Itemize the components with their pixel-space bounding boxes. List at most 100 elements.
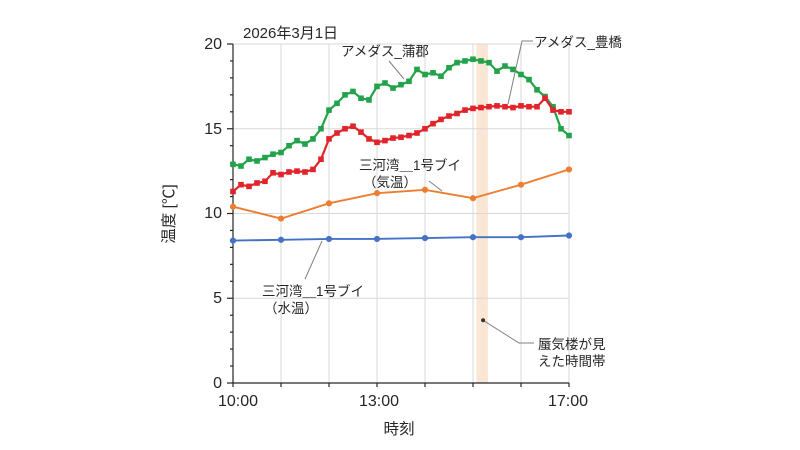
amedas-gamagori-marker [278,149,284,156]
amedas-gamagori-marker [302,141,308,147]
amedas-toyohashi-marker [454,110,460,117]
buoy1-air-temp-line [232,168,570,220]
amedas-gamagori-marker [382,80,388,86]
mirage-label-line2: えた時間帯 [538,354,606,369]
buoy1-water-temp-marker [469,234,477,241]
buoy1-air-temp-marker [517,181,525,188]
buoy1-air-temp-marker [565,166,573,173]
gridlines [233,43,570,383]
amedas-gamagori-marker [318,125,324,132]
amedas-gamagori-marker [406,78,412,85]
amedas-toyohashi-marker [478,104,484,111]
y-tick-0: 0 [213,375,222,392]
buoy1-water-temp-marker [373,235,381,243]
y-tick-10: 10 [204,205,222,222]
mirage-band-label: 蜃気楼が見 えた時間帯 [538,337,606,369]
amedas-gamagori-marker [494,68,500,74]
amedas-gamagori-marker [438,73,444,80]
amedas-toyohashi-marker [430,120,436,127]
buoy1-air-temp-marker [229,203,237,210]
amedas-gamagori-marker [390,85,396,91]
amedas-gamagori-marker [518,71,524,78]
buoy1-air-temp-marker [469,195,477,202]
amedas-gamagori-marker [430,70,436,76]
date-label: 2026年3月1日 [243,25,338,42]
amedas-toyohashi-marker [294,168,300,174]
amedas-toyohashi-marker [494,103,500,109]
amedas-toyohashi-marker [486,103,492,110]
buoy1-water-temp-marker [229,237,237,244]
buoy1-water-temp-marker [517,234,525,241]
x-tick-1300: 13:00 [359,393,399,410]
amedas-gamagori-marker [374,83,380,90]
amedas-gamagori-marker [294,137,300,144]
amedas-gamagori-marker [358,95,364,102]
amedas-toyohashi-marker [510,104,516,111]
amedas-toyohashi-marker [350,123,356,130]
leader-mirage [482,319,534,344]
mirage-label-line1: 蜃気楼が見 [538,337,606,352]
amedas-gamagori-marker [246,156,252,163]
series-label-buoy1-air-temp: 三河湾＿1号ブイ （気温） [359,157,461,190]
amedas-toyohashi-marker [518,103,524,109]
x-axis-tick-labels: 10:00 13:00 17:00 [218,393,588,410]
buoy1-water-label-line2: （水温） [264,301,318,316]
amedas-toyohashi-marker [374,139,380,146]
amedas-toyohashi-marker [254,180,260,186]
amedas-toyohashi-marker [230,188,236,195]
amedas-gamagori-marker [238,163,244,169]
amedas-toyohashi-marker [558,109,564,115]
amedas-gamagori-marker [414,66,420,73]
amedas-gamagori-marker [462,58,468,64]
amedas-toyohashi-marker [422,125,428,132]
amedas-toyohashi-marker [550,107,556,113]
buoy1-water-temp-line [232,234,570,242]
amedas-toyohashi-marker [358,129,364,135]
series-amedas-toyohashi [230,95,572,195]
amedas-toyohashi-marker [382,137,388,144]
series-buoy1-air-temp [229,166,573,222]
y-axis-tick-labels: 0 5 10 15 20 [204,36,222,392]
amedas-toyohashi-marker [302,169,308,175]
amedas-gamagori-marker [550,103,556,110]
leader-lines [304,40,534,344]
amedas-toyohashi-marker [326,136,332,142]
amedas-toyohashi-marker [342,125,348,132]
amedas-gamagori-marker [558,125,564,132]
amedas-toyohashi-marker [446,113,452,119]
amedas-gamagori-marker [230,161,236,168]
leader-toyohashi [507,40,533,105]
amedas-toyohashi-marker [462,107,468,113]
amedas-toyohashi-marker [238,181,244,188]
amedas-gamagori-marker [366,97,372,103]
amedas-toyohashi-marker [262,178,268,185]
amedas-toyohashi-marker [398,134,404,141]
amedas-gamagori-marker [270,151,276,157]
buoy1-air-label-line1: 三河湾＿1号ブイ [359,157,461,173]
amedas-gamagori-marker [526,76,532,83]
amedas-toyohashi-marker [310,166,316,173]
amedas-gamagori-marker [534,86,540,93]
amedas-gamagori-marker [310,136,316,142]
buoy1-water-temp-marker [325,235,333,243]
y-tick-20: 20 [204,36,222,53]
amedas-gamagori-marker [286,142,292,149]
axes [227,43,570,387]
amedas-toyohashi-marker [438,116,444,123]
series-amedas-gamagori [230,56,572,169]
y-tick-15: 15 [204,121,222,138]
amedas-toyohashi-marker [390,135,396,141]
amedas-gamagori-marker [350,88,356,95]
amedas-gamagori-marker [478,58,484,64]
amedas-gamagori-marker [502,63,508,69]
amedas-toyohashi-marker [270,170,276,176]
mirage-point-marker [481,318,486,323]
amedas-toyohashi-marker [470,105,476,112]
amedas-toyohashi-marker [334,130,340,136]
amedas-gamagori-marker [510,66,516,73]
amedas-toyohashi-marker [246,183,252,190]
buoy1-water-temp-marker [565,232,573,239]
x-axis-title: 時刻 [383,420,414,438]
